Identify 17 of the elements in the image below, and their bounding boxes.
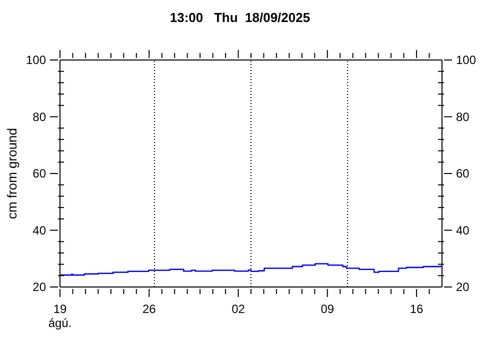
y-tick-label: 80 — [32, 110, 46, 124]
y2-tick-label: 100 — [456, 53, 476, 67]
y-tick-label: 60 — [32, 166, 46, 180]
x-tick-label: 02 — [232, 302, 246, 316]
y2-tick-label: 60 — [456, 166, 470, 180]
y-axis-title: cm from ground — [4, 128, 20, 220]
chart-title: 13:00 Thu 18/09/2025 — [168, 10, 312, 25]
y2-tick-label: 40 — [456, 223, 470, 238]
x-tick-label: 19 ágú. — [48, 302, 72, 330]
y2-tick-label: 20 — [456, 280, 470, 294]
y2-tick-label: 80 — [456, 110, 470, 124]
y-tick-label: 100 — [26, 53, 46, 67]
x-tick-label: 09 — [320, 302, 334, 316]
y-tick-label: 40 — [32, 223, 46, 238]
x-tick-label: 16 — [410, 302, 424, 316]
x-tick-label: 26 — [142, 302, 156, 316]
y-tick-label: 20 — [32, 280, 46, 294]
